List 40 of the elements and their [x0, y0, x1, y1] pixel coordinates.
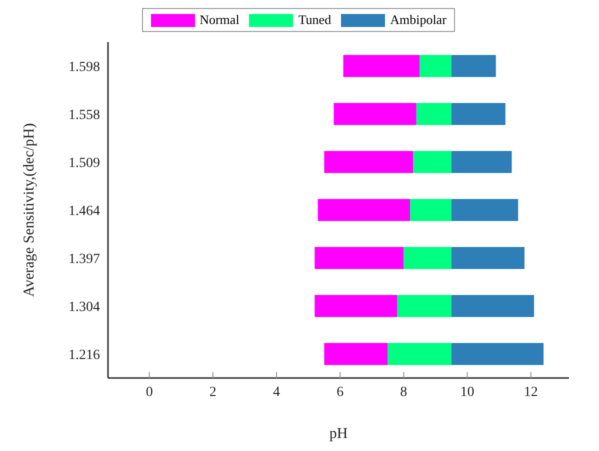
legend-label: Normal — [200, 12, 240, 28]
legend-label: Tuned — [298, 12, 332, 28]
x-tick-label: 2 — [209, 384, 216, 400]
y-tick-label: 1.558 — [68, 108, 100, 123]
x-tick-label: 4 — [273, 384, 280, 400]
x-axis-title: pH — [329, 426, 348, 442]
bar — [324, 151, 414, 173]
y-tick-label: 1.397 — [68, 252, 100, 267]
y-tick-label: 1.598 — [68, 60, 100, 75]
x-tick-label: 12 — [524, 384, 538, 400]
bar — [451, 151, 512, 173]
y-tick-label: 1.464 — [68, 204, 100, 219]
bar — [420, 55, 452, 77]
bar — [318, 199, 410, 221]
bar — [324, 343, 388, 365]
bar — [416, 103, 452, 125]
bar — [451, 55, 496, 77]
bar — [388, 343, 452, 365]
bar — [451, 199, 518, 221]
bar — [410, 199, 452, 221]
x-tick-label: 8 — [400, 384, 408, 400]
bar — [404, 247, 452, 269]
y-axis-title: Average Sensitivity,(dec/pH) — [21, 123, 38, 297]
y-tick-label: 1.216 — [68, 348, 100, 363]
x-tick-label: 10 — [460, 384, 474, 400]
bar — [314, 295, 398, 317]
bar — [343, 55, 420, 77]
legend-label: Ambipolar — [390, 12, 446, 28]
y-tick-label: 1.304 — [68, 300, 100, 315]
x-tick-label: 6 — [336, 384, 344, 400]
y-tick-label: 1.509 — [68, 156, 100, 171]
bar — [314, 247, 404, 269]
bar — [451, 247, 524, 269]
x-tick-label: 0 — [146, 384, 153, 400]
bar — [413, 151, 452, 173]
bar — [397, 295, 452, 317]
bar — [334, 103, 416, 125]
bar — [451, 343, 544, 365]
bar — [451, 103, 506, 125]
bar — [451, 295, 534, 317]
